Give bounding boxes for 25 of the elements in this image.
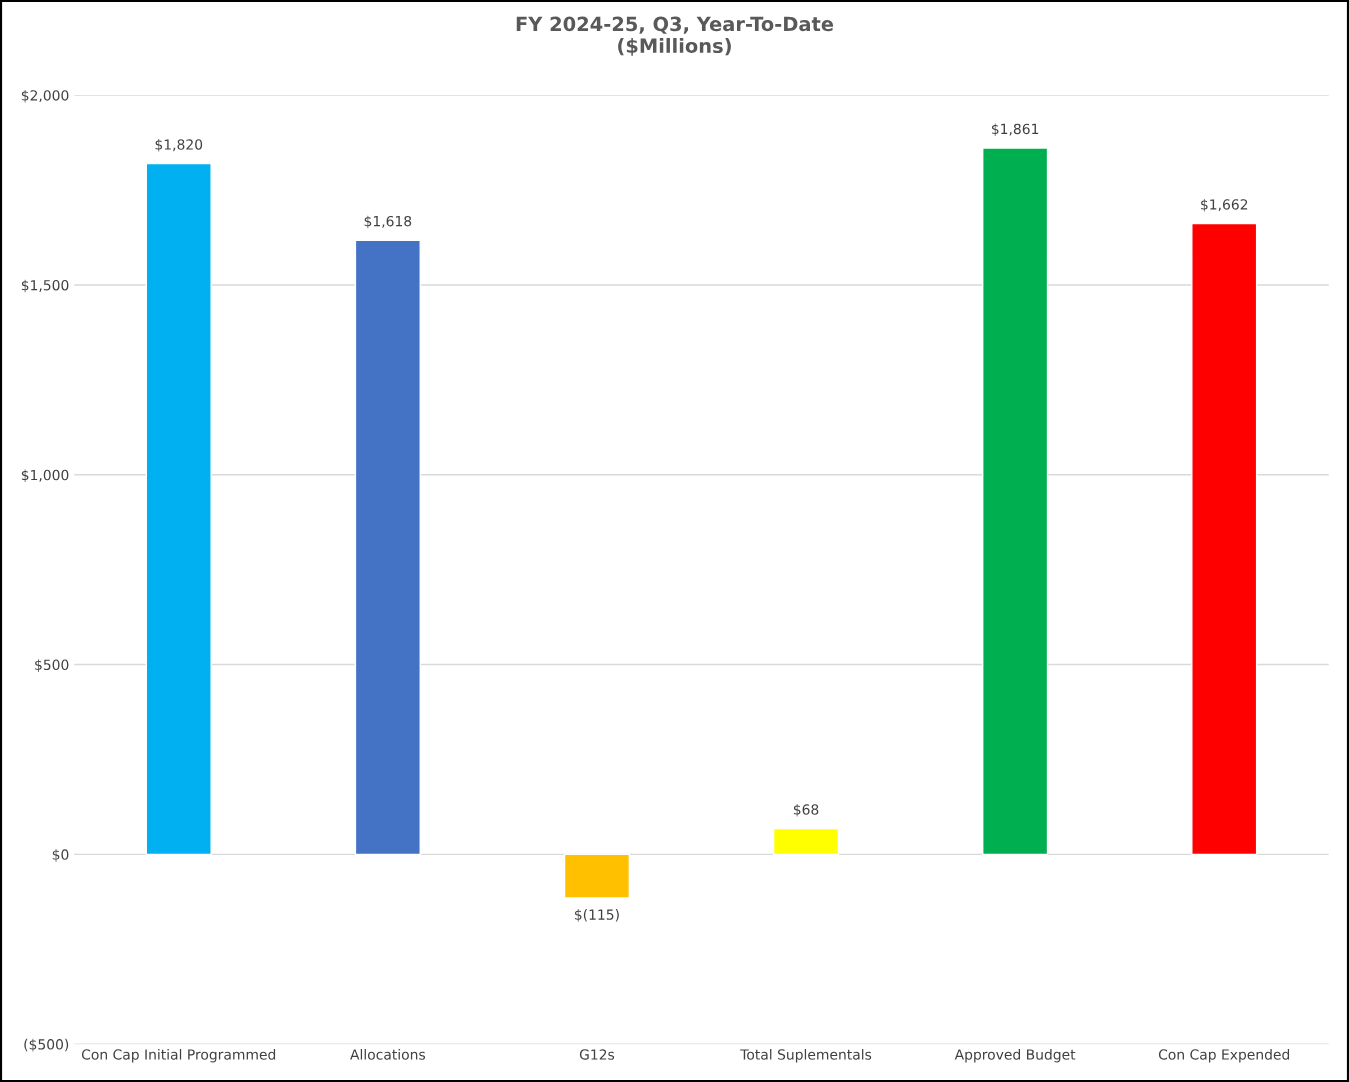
bar	[772, 827, 840, 856]
y-tick-label: $1,000	[21, 469, 69, 483]
y-tick-label: ($500)	[24, 1038, 69, 1052]
data-label: $(115)	[574, 909, 619, 922]
y-tick-label: $500	[35, 659, 69, 672]
bar	[354, 239, 421, 856]
data-label: $1,662	[1201, 198, 1248, 212]
bar	[563, 853, 631, 899]
x-tick-label: Con Cap Expended	[1158, 1048, 1290, 1063]
data-label: $1,820	[155, 138, 203, 152]
bar	[1191, 222, 1258, 856]
data-label: $1,861	[991, 123, 1039, 137]
x-tick-label: Allocations	[350, 1048, 426, 1060]
chart-title: FY 2024-25, Q3, Year-To-Date ($Millions)	[516, 16, 834, 56]
y-tick-label: $2,000	[21, 89, 69, 103]
data-label: $68	[793, 803, 819, 817]
y-tick-label: $1,500	[21, 279, 69, 293]
x-tick-label: Con Cap Initial Programmed	[81, 1048, 276, 1063]
x-tick-label: Approved Budget	[954, 1048, 1076, 1063]
bar	[145, 162, 212, 856]
y-tick-label: $0	[52, 849, 69, 862]
x-tick-label: Total Suplementals	[740, 1048, 872, 1063]
data-label: $1,618	[364, 215, 412, 229]
bar	[982, 147, 1049, 856]
x-tick-label: G12s	[579, 1049, 615, 1060]
